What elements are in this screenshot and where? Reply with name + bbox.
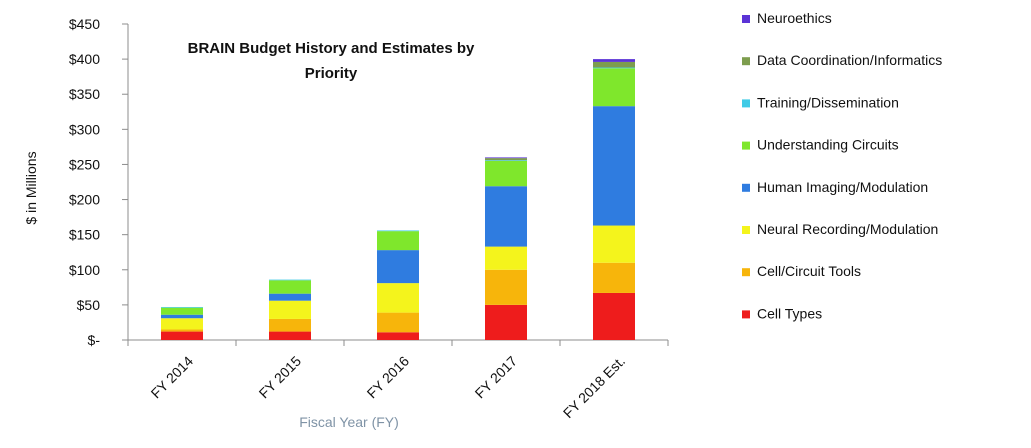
bar-segment: [485, 186, 527, 247]
bar-segment: [593, 262, 635, 293]
chart-title-line-2: Priority: [305, 65, 358, 82]
bar-segment: [485, 269, 527, 305]
bar-segment: [161, 331, 203, 340]
bar-segment: [485, 158, 527, 161]
legend-swatch: [742, 141, 750, 150]
y-tick-label: $400: [69, 51, 100, 67]
legend-label: Cell Types: [757, 305, 822, 321]
bar-segment: [269, 280, 311, 294]
y-tick-label: $250: [69, 156, 100, 172]
legend-swatch: [742, 57, 750, 66]
bar-segment: [161, 306, 203, 308]
bar-segment: [485, 304, 527, 340]
legend-label: Human Imaging/Modulation: [757, 179, 928, 195]
y-axis-title: $ in Millions: [23, 151, 39, 224]
bar-segment: [377, 250, 419, 284]
bar-segment: [161, 318, 203, 330]
bar-segment: [161, 314, 203, 319]
legend-label: Cell/Circuit Tools: [757, 263, 861, 279]
bar-segment: [269, 318, 311, 332]
bar-segment: [593, 225, 635, 263]
bar-segment: [593, 59, 635, 62]
bar-segment: [161, 307, 203, 315]
x-tick-label: FY 2014: [148, 353, 197, 402]
bar-segment: [593, 68, 635, 107]
bar-segment: [377, 230, 419, 232]
y-tick-label: $200: [69, 192, 100, 208]
x-tick-label: FY 2016: [364, 353, 413, 402]
legend-label: Neural Recording/Modulation: [757, 221, 938, 237]
legend-swatch: [742, 99, 750, 108]
bar-segment: [593, 292, 635, 340]
legend: Neuroethics Data Coordination/Informatics…: [742, 10, 942, 321]
bar-segment: [269, 331, 311, 340]
x-tick-label: FY 2017: [472, 353, 521, 402]
legend-swatch: [742, 15, 750, 23]
y-tick-label: $450: [69, 16, 100, 32]
bar-segment: [593, 61, 635, 68]
bar-segment: [269, 293, 311, 301]
bar-segment: [377, 312, 419, 333]
y-tick-label: $150: [69, 227, 100, 243]
bar-segment: [269, 300, 311, 319]
chart-title-line-1: BRAIN Budget History and Estimates by: [188, 40, 475, 57]
bar-segment: [377, 231, 419, 251]
bar-segment: [485, 246, 527, 270]
legend-swatch: [742, 310, 750, 319]
bar-segment: [161, 329, 203, 332]
y-tick-label: $300: [69, 121, 100, 137]
legend-swatch: [742, 183, 750, 192]
bar-segment: [593, 106, 635, 226]
y-tick-label: $350: [69, 86, 100, 102]
y-tick-label: $50: [77, 297, 101, 313]
legend-label: Training/Dissemination: [757, 94, 899, 110]
bar-segment: [377, 332, 419, 340]
legend-label: Neuroethics: [757, 10, 832, 26]
bar-segment: [269, 279, 311, 281]
legend-label: Data Coordination/Informatics: [757, 52, 942, 68]
bar-segment: [377, 283, 419, 313]
legend-swatch: [742, 268, 750, 277]
plot-area: $- $50 $100 $150 $200 $250 $300 $350 $400 $450 FY …: [69, 16, 669, 421]
x-tick-label: FY 2018 Est.: [560, 353, 628, 421]
x-tick-label: FY 2015: [256, 353, 305, 402]
bar-segment: [485, 160, 527, 187]
legend-label: Understanding Circuits: [757, 137, 899, 153]
bar-segment: [485, 157, 527, 159]
y-tick-label: $-: [88, 332, 101, 348]
y-tick-label: $100: [69, 262, 100, 278]
legend-swatch: [742, 226, 750, 234]
bar-segment: [593, 67, 635, 69]
chart-title: BRAIN Budget History and Estimates by Pr…: [188, 40, 475, 82]
x-axis-title: Fiscal Year (FY): [299, 414, 399, 430]
bar-segment: [485, 160, 527, 161]
